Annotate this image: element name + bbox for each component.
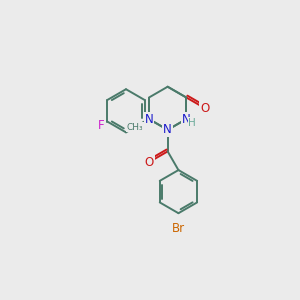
Text: H: H bbox=[188, 118, 196, 128]
Text: N: N bbox=[145, 112, 153, 126]
Text: Br: Br bbox=[172, 222, 185, 235]
Text: O: O bbox=[144, 156, 154, 169]
Text: CH₃: CH₃ bbox=[127, 123, 143, 132]
Text: N: N bbox=[182, 112, 191, 126]
Text: F: F bbox=[98, 118, 105, 131]
Text: O: O bbox=[200, 102, 210, 115]
Text: N: N bbox=[163, 123, 172, 136]
